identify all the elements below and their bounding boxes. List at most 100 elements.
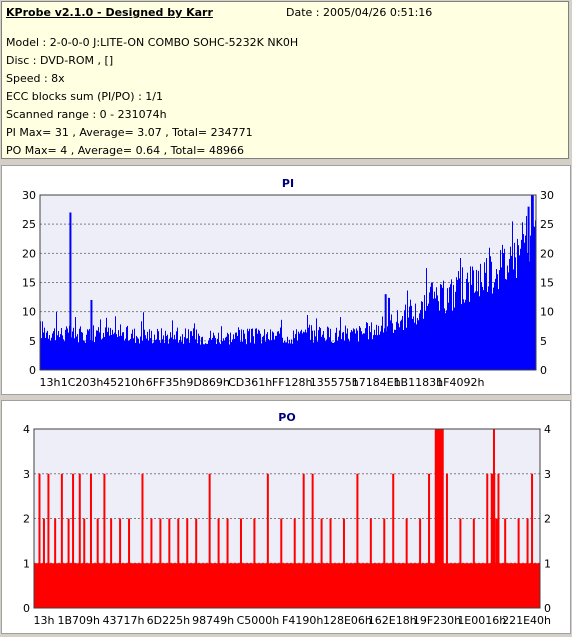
pi-bar xyxy=(391,314,392,370)
x-tick-label: 6D225h xyxy=(147,614,190,627)
y-tick-label-right: 20 xyxy=(540,247,554,260)
pi-bar xyxy=(489,247,490,370)
pi-bar xyxy=(399,327,400,370)
pi-bar xyxy=(251,328,252,370)
pi-bar xyxy=(435,298,436,370)
pi-bar xyxy=(348,338,349,370)
pi-bar xyxy=(79,328,80,370)
pi-bar xyxy=(474,292,475,370)
pi-bar xyxy=(82,332,83,370)
pi-bar xyxy=(450,284,451,370)
pi-bar xyxy=(459,278,460,370)
pi-bar xyxy=(425,310,426,370)
pi-bar xyxy=(397,310,398,370)
pi-bar xyxy=(180,336,181,370)
pi-bar xyxy=(220,344,221,370)
pi-bar xyxy=(482,286,483,370)
pi-bar xyxy=(321,336,322,370)
pi-bar xyxy=(134,328,135,370)
po-spike xyxy=(128,518,131,608)
pi-bar xyxy=(495,278,496,370)
pi-bar xyxy=(338,336,339,370)
po-spike xyxy=(78,473,81,608)
pi-bar xyxy=(396,321,397,370)
y-tick-label-left: 0 xyxy=(29,364,36,377)
pi-spike xyxy=(384,294,387,370)
pi-bar xyxy=(151,330,152,370)
pi-bar xyxy=(471,284,472,370)
pi-bar xyxy=(137,337,138,370)
pi-bar xyxy=(48,338,49,370)
pi-bar xyxy=(477,291,478,370)
pi-bar xyxy=(71,337,72,370)
pi-bar xyxy=(470,266,471,370)
pi-bar xyxy=(51,337,52,370)
po-spike xyxy=(54,518,57,608)
pi-bar xyxy=(102,338,103,370)
pi-bar xyxy=(527,252,528,370)
pi-bar xyxy=(44,327,45,370)
pi-bar xyxy=(416,324,417,370)
x-tick-label: 6FF35h xyxy=(146,376,187,389)
pi-bar xyxy=(136,335,137,370)
pi-bar xyxy=(368,339,369,370)
pi-bar xyxy=(336,327,337,370)
pi-bar xyxy=(480,263,481,370)
pi-bar xyxy=(207,343,208,370)
po-spike xyxy=(60,473,63,608)
pi-bar xyxy=(125,338,126,370)
pi-bar xyxy=(265,341,266,370)
pi-bar xyxy=(410,299,411,370)
pi-bar xyxy=(296,329,297,370)
po-chart: PO 0 0 1 1 2 2 3 3 4 4 13h 1B709h 43717h 6D225h 98749h C… xyxy=(23,411,551,627)
pi-bar xyxy=(215,338,216,370)
x-tick-label: 1F4092h xyxy=(436,376,484,389)
pi-bar xyxy=(85,342,86,370)
pi-bar xyxy=(388,297,389,370)
pi-bar xyxy=(377,335,378,370)
pi-bar xyxy=(496,269,497,370)
pi-bar xyxy=(514,242,515,370)
pi-bar xyxy=(259,330,260,370)
po-spike xyxy=(110,518,113,608)
pi-bar xyxy=(52,333,53,370)
pi-bar xyxy=(174,334,175,370)
pi-bar xyxy=(72,331,73,370)
pi-bar xyxy=(506,279,507,370)
pi-bar xyxy=(339,330,340,370)
pi-bar xyxy=(222,341,223,370)
disc-line: Disc : DVD-ROM , [] xyxy=(6,54,114,67)
pi-bar xyxy=(294,338,295,370)
pi-bar xyxy=(301,329,302,370)
pi-bar xyxy=(436,287,437,370)
po-spike xyxy=(486,473,489,608)
pi-bar xyxy=(484,262,485,370)
pi-bar xyxy=(269,340,270,370)
y-tick-label-right: 3 xyxy=(544,468,551,481)
y-tick-label-right: 10 xyxy=(540,306,554,319)
pi-bar xyxy=(228,334,229,370)
pi-bar xyxy=(458,271,459,370)
pi-bar xyxy=(326,339,327,370)
pi-bar xyxy=(499,270,500,370)
po-spike xyxy=(226,518,229,608)
x-tick-label: 1B709h xyxy=(58,614,101,627)
pi-bar xyxy=(531,195,532,370)
pi-bar xyxy=(130,338,131,370)
pi-bar xyxy=(61,327,62,370)
pi-bar xyxy=(195,339,196,370)
pi-bar xyxy=(153,342,154,370)
model-line: Model : 2-0-0-0 J:LITE-ON COMBO SOHC-523… xyxy=(6,36,299,49)
pi-bar xyxy=(138,338,139,370)
pi-bar xyxy=(56,312,57,370)
pi-bar xyxy=(164,342,165,370)
pi-bar xyxy=(356,328,357,370)
pi-bar xyxy=(113,334,114,370)
pi-bar xyxy=(62,335,63,370)
pi-bar xyxy=(73,327,74,370)
pi-bar xyxy=(213,332,214,370)
pi-bar xyxy=(466,278,467,370)
pi-bar xyxy=(218,332,219,370)
pi-bar xyxy=(146,338,147,370)
pi-bar xyxy=(488,286,489,370)
